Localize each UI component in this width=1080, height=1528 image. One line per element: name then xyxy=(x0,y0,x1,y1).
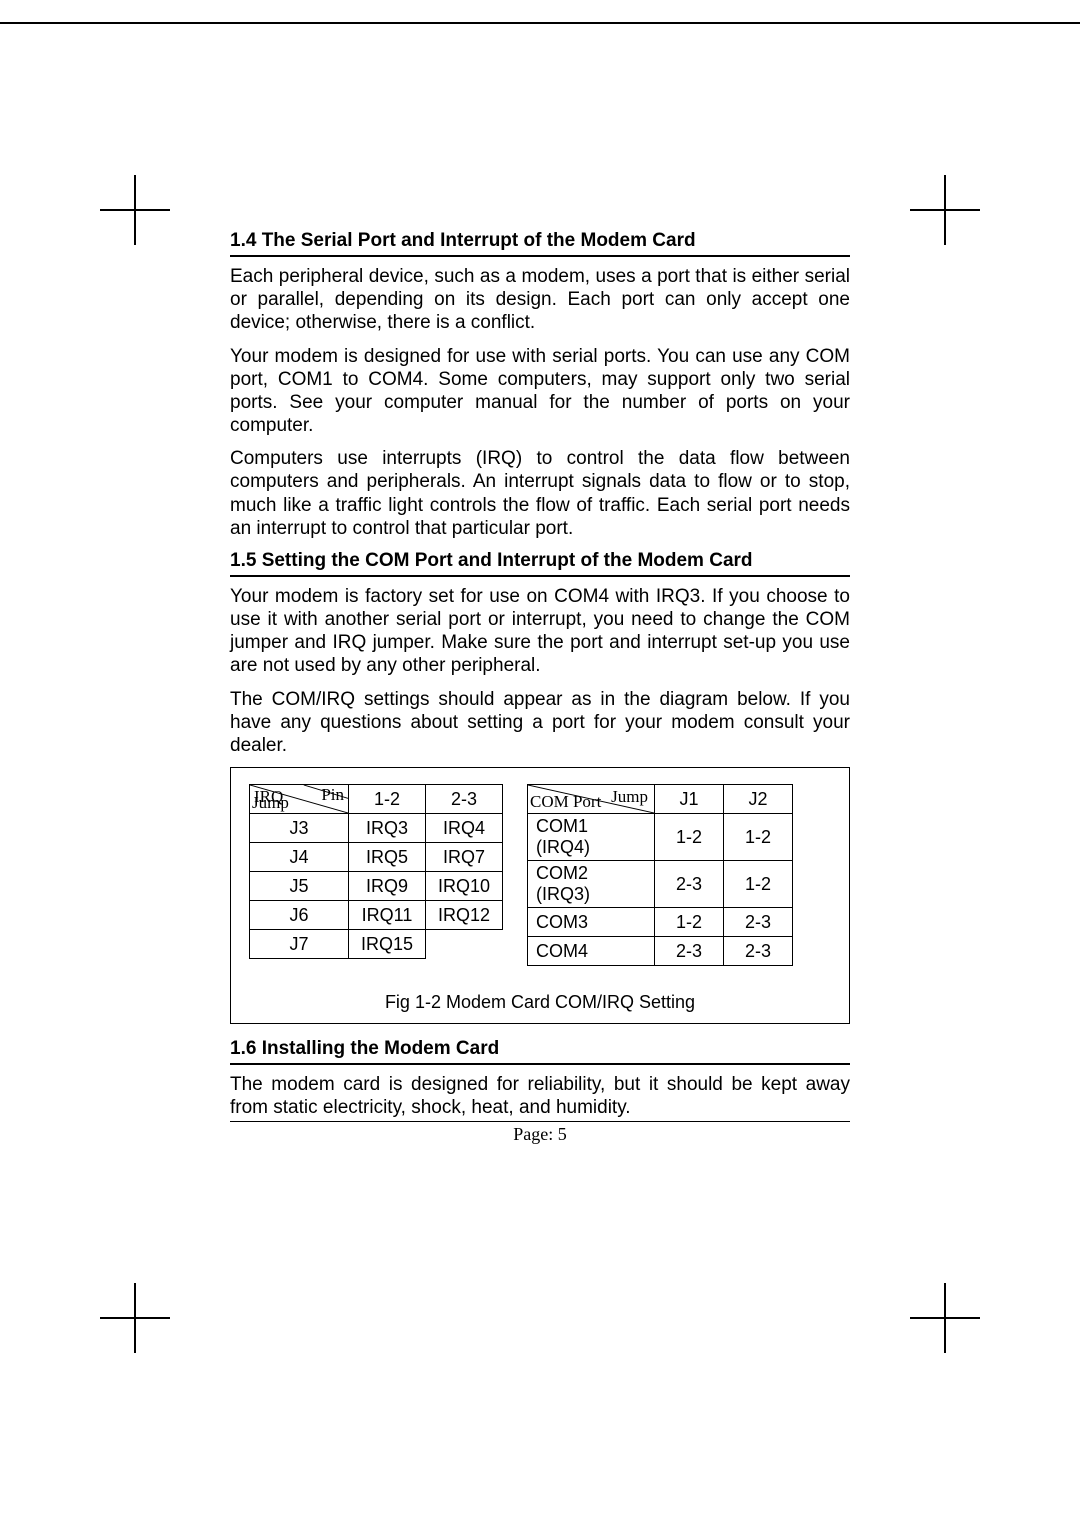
jump-label: Jump xyxy=(252,793,289,813)
tables-row: IRQ Pin Jump 1-2 2-3 J3 IRQ3 IRQ4 J4 xyxy=(249,784,831,966)
page-number: Page: 5 xyxy=(230,1124,850,1145)
table-row: COM1 (IRQ4) 1-2 1-2 xyxy=(528,814,793,861)
para-1-6-1: The modem card is designed for reliabili… xyxy=(230,1073,850,1119)
com-port-label: COM Port xyxy=(530,792,601,812)
table-row: COM2 (IRQ3) 2-3 1-2 xyxy=(528,861,793,908)
figure-caption: Fig 1-2 Modem Card COM/IRQ Setting xyxy=(249,992,831,1013)
page: 1.4 The Serial Port and Interrupt of the… xyxy=(0,0,1080,1528)
com-table-diag-header: Jump COM Port xyxy=(528,785,655,814)
com-col-j2: J2 xyxy=(724,785,793,814)
com-table: Jump COM Port J1 J2 COM1 (IRQ4) 1-2 1-2 … xyxy=(527,784,793,966)
jump-label-2: Jump xyxy=(611,787,648,807)
top-rule xyxy=(0,22,1080,24)
para-1-5-1: Your modem is factory set for use on COM… xyxy=(230,585,850,678)
para-1-4-3: Computers use interrupts (IRQ) to contro… xyxy=(230,447,850,540)
table-row: COM4 2-3 2-3 xyxy=(528,937,793,966)
crop-mark-tr xyxy=(910,175,980,245)
com-col-j1: J1 xyxy=(655,785,724,814)
crop-mark-tl xyxy=(100,175,170,245)
irq-col-12: 1-2 xyxy=(349,785,426,814)
table-row: J4 IRQ5 IRQ7 xyxy=(250,843,503,872)
content: 1.4 The Serial Port and Interrupt of the… xyxy=(230,230,850,1145)
para-1-4-2: Your modem is designed for use with seri… xyxy=(230,345,850,438)
heading-1-6: 1.6 Installing the Modem Card xyxy=(230,1038,850,1065)
heading-1-4: 1.4 The Serial Port and Interrupt of the… xyxy=(230,230,850,257)
irq-col-23: 2-3 xyxy=(426,785,503,814)
crop-mark-br xyxy=(910,1283,980,1353)
table-row: J7 IRQ15 xyxy=(250,930,503,959)
table-row: J3 IRQ3 IRQ4 xyxy=(250,814,503,843)
tables-box: IRQ Pin Jump 1-2 2-3 J3 IRQ3 IRQ4 J4 xyxy=(230,767,850,1024)
heading-1-5: 1.5 Setting the COM Port and Interrupt o… xyxy=(230,550,850,577)
irq-table: IRQ Pin Jump 1-2 2-3 J3 IRQ3 IRQ4 J4 xyxy=(249,784,503,959)
crop-mark-bl xyxy=(100,1283,170,1353)
table-row: COM3 1-2 2-3 xyxy=(528,908,793,937)
irq-table-diag-header: IRQ Pin Jump xyxy=(250,785,349,814)
para-1-5-2: The COM/IRQ settings should appear as in… xyxy=(230,688,850,758)
bottom-rule xyxy=(230,1121,850,1122)
table-row: J6 IRQ11 IRQ12 xyxy=(250,901,503,930)
para-1-4-1: Each peripheral device, such as a modem,… xyxy=(230,265,850,335)
pin-label: Pin xyxy=(321,785,344,805)
table-row: J5 IRQ9 IRQ10 xyxy=(250,872,503,901)
